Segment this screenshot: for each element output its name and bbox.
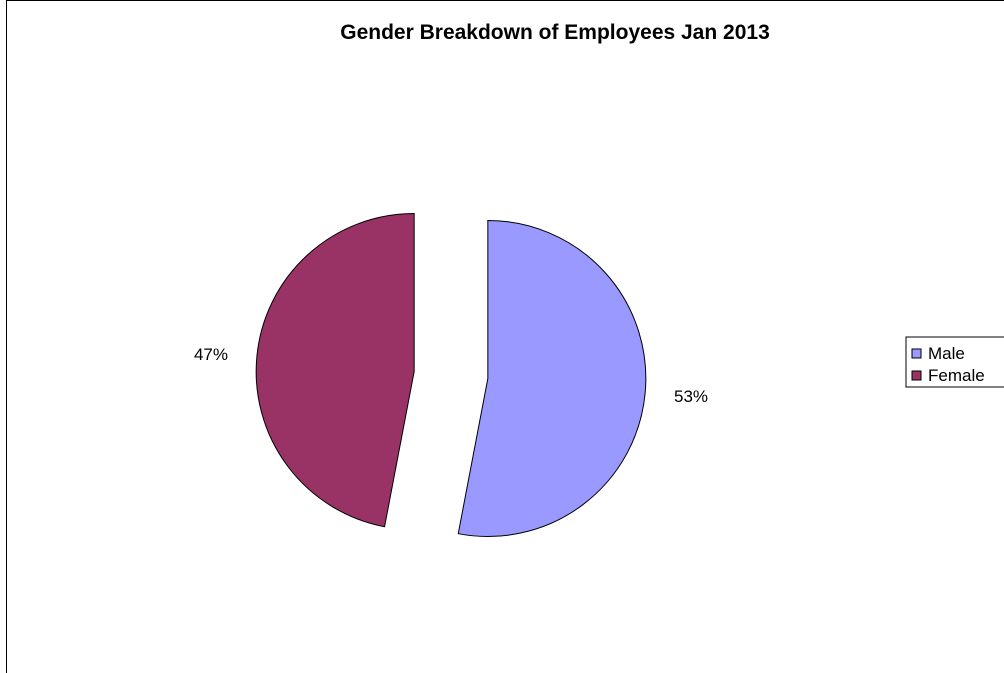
legend-label-male: Male (928, 344, 965, 363)
chart-frame (6, 0, 1004, 673)
chart-title: Gender Breakdown of Employees Jan 2013 (340, 21, 770, 44)
legend-swatch-male (911, 348, 922, 359)
legend: Male Female (905, 336, 1004, 388)
legend-label-female: Female (928, 366, 985, 385)
pie-slice-male (457, 219, 647, 537)
pie-slice-labels: 53% 47% (194, 345, 708, 406)
pie-slices (255, 213, 647, 537)
legend-swatch-female (911, 370, 922, 381)
pie-label-male: 53% (674, 387, 708, 406)
pie-slice-female (255, 213, 415, 528)
pie-label-female: 47% (194, 345, 228, 364)
legend-box (905, 336, 1004, 388)
